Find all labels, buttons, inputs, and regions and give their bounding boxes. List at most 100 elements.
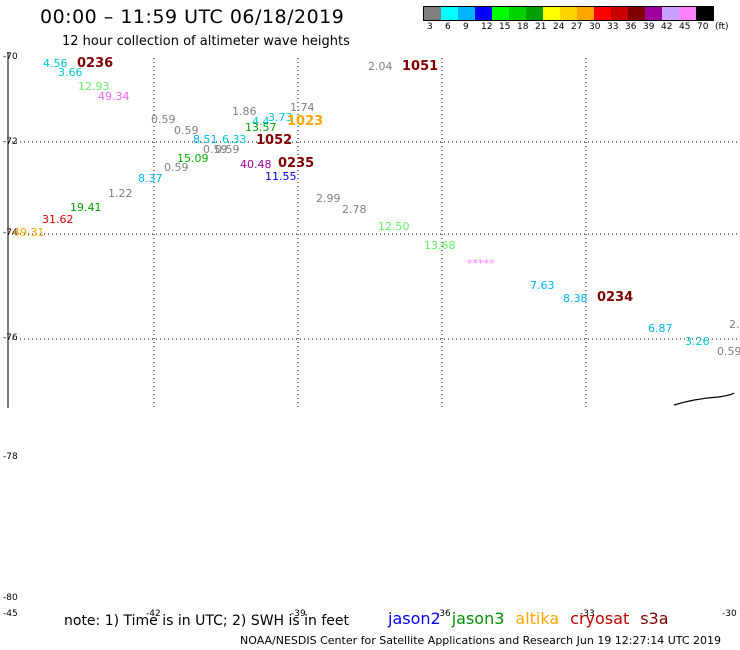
latitude-label: -80 <box>3 593 18 603</box>
wave-height-value: 2.99 <box>316 192 341 205</box>
pass-time-label: 0235 <box>278 156 315 171</box>
scale-swatch <box>594 7 611 20</box>
longitude-label: -42 <box>146 609 161 619</box>
wave-height-value: 12.50 <box>378 220 410 233</box>
wave-height-value: 6.33 <box>222 133 247 146</box>
wave-height-value: 3.26 <box>685 335 710 348</box>
scale-swatch <box>662 7 679 20</box>
wave-height-value: 2. <box>729 318 740 331</box>
wave-height-color-scale <box>423 6 714 21</box>
wave-height-value: 6.87 <box>648 322 673 335</box>
scale-label: 6 <box>445 22 451 32</box>
legend-jason2: jason2 <box>388 609 441 628</box>
wave-height-value: 0.59 <box>203 143 228 156</box>
scale-label: 39 <box>643 22 655 32</box>
scale-label: 21 <box>535 22 547 32</box>
wave-height-value: 40.48 <box>240 158 272 171</box>
scale-swatch <box>543 7 560 20</box>
scale-label: 24 <box>553 22 565 32</box>
wave-height-value: 19.41 <box>70 201 102 214</box>
wave-height-value: 3.66 <box>58 66 83 79</box>
scale-swatch <box>560 7 577 20</box>
graticule <box>8 58 738 408</box>
scale-label: 9 <box>463 22 469 32</box>
scale-swatch <box>441 7 458 20</box>
pass-time-label: 1051 <box>402 59 439 74</box>
wave-height-value: 0.59 <box>151 113 176 126</box>
latitude-label: -76 <box>3 333 18 343</box>
wave-height-value: 8.51 <box>193 133 218 146</box>
wave-height-value: 0.59 <box>164 161 189 174</box>
scale-swatch <box>696 7 713 20</box>
wave-height-value: 2.78 <box>342 203 367 216</box>
scale-swatch <box>628 7 645 20</box>
latitude-label: -78 <box>3 452 18 462</box>
scale-swatch <box>526 7 543 20</box>
latitude-label: -72 <box>3 137 18 147</box>
wave-height-value: 0.59 <box>717 345 740 358</box>
credit-line: NOAA/NESDIS Center for Satellite Applica… <box>240 634 722 647</box>
latitude-label: -74 <box>3 228 18 238</box>
scale-swatch <box>509 7 526 20</box>
coastline <box>673 392 735 406</box>
scale-label: (ft) <box>715 22 729 32</box>
scale-label: 70 <box>697 22 709 32</box>
scale-label: 27 <box>571 22 583 32</box>
wave-height-value: 0.59 <box>174 124 199 137</box>
wave-height-value: 11.55 <box>265 170 297 183</box>
scale-swatch <box>577 7 594 20</box>
scale-swatch <box>475 7 492 20</box>
scale-label: 15 <box>499 22 511 32</box>
legend-jason3: jason3 <box>451 609 505 628</box>
footer-note: note: 1) Time is in UTC; 2) SWH is in fe… <box>64 613 350 629</box>
scale-label: 3 <box>427 22 433 32</box>
wave-height-value: 1.74 <box>290 101 315 114</box>
wave-height-value: 13.68 <box>424 239 456 252</box>
latitude-label: -70 <box>3 52 18 62</box>
wave-height-value: 15.09 <box>177 152 209 165</box>
longitude-label: -36 <box>436 609 451 619</box>
scale-label: 42 <box>661 22 673 32</box>
wave-height-value: 3.73 <box>268 111 293 124</box>
map-title: 00:00 – 11:59 UTC 06/18/2019 <box>40 6 345 28</box>
longitude-label: -45 <box>3 609 18 619</box>
wave-height-value: 1.22 <box>108 187 133 200</box>
scale-swatch <box>424 7 441 20</box>
pass-time-label: 1023 <box>287 114 324 129</box>
scale-swatch <box>611 7 628 20</box>
legend-s3a: s3a <box>640 609 669 628</box>
pass-time-label: 0236 <box>77 56 114 71</box>
wave-height-scale-labels: 3 6 9 12 15 18 21 24 27 30 33 36 39 42 45 70 (ft) <box>423 22 729 36</box>
longitude-label: -30 <box>722 609 737 619</box>
wave-height-value: ***** <box>467 257 495 270</box>
longitude-label: -33 <box>580 609 595 619</box>
map-subtitle: 12 hour collection of altimeter wave hei… <box>62 34 350 49</box>
scale-label: 30 <box>589 22 601 32</box>
wave-height-value: 31.62 <box>42 213 74 226</box>
scale-swatch <box>645 7 662 20</box>
wave-height-value: 2.04 <box>368 60 393 73</box>
satellite-legend: jason2 jason3 altika cryosat s3a <box>388 609 669 628</box>
wave-height-value: 4.4 <box>252 115 270 128</box>
wave-height-value: 0.59 <box>215 143 240 156</box>
legend-cryosat: cryosat <box>570 609 630 628</box>
wave-height-value: 13.57 <box>245 121 277 134</box>
wave-height-value: 49.31 <box>13 226 45 239</box>
scale-swatch <box>492 7 509 20</box>
legend-altika: altika <box>515 609 560 628</box>
wave-height-value: 8.37 <box>138 172 163 185</box>
wave-height-value: 1.86 <box>232 105 257 118</box>
wave-height-value: 12.93 <box>78 80 110 93</box>
scale-label: 36 <box>625 22 637 32</box>
wave-height-value: 8.38 <box>563 292 588 305</box>
longitude-label: -39 <box>291 609 306 619</box>
scale-swatch <box>458 7 475 20</box>
pass-time-label: 0234 <box>597 290 634 305</box>
scale-label: 18 <box>517 22 529 32</box>
scale-label: 45 <box>679 22 691 32</box>
pass-time-label: 1052 <box>256 133 293 148</box>
wave-height-value: 7.63 <box>530 279 555 292</box>
scale-label: 33 <box>607 22 619 32</box>
scale-swatch <box>679 7 696 20</box>
